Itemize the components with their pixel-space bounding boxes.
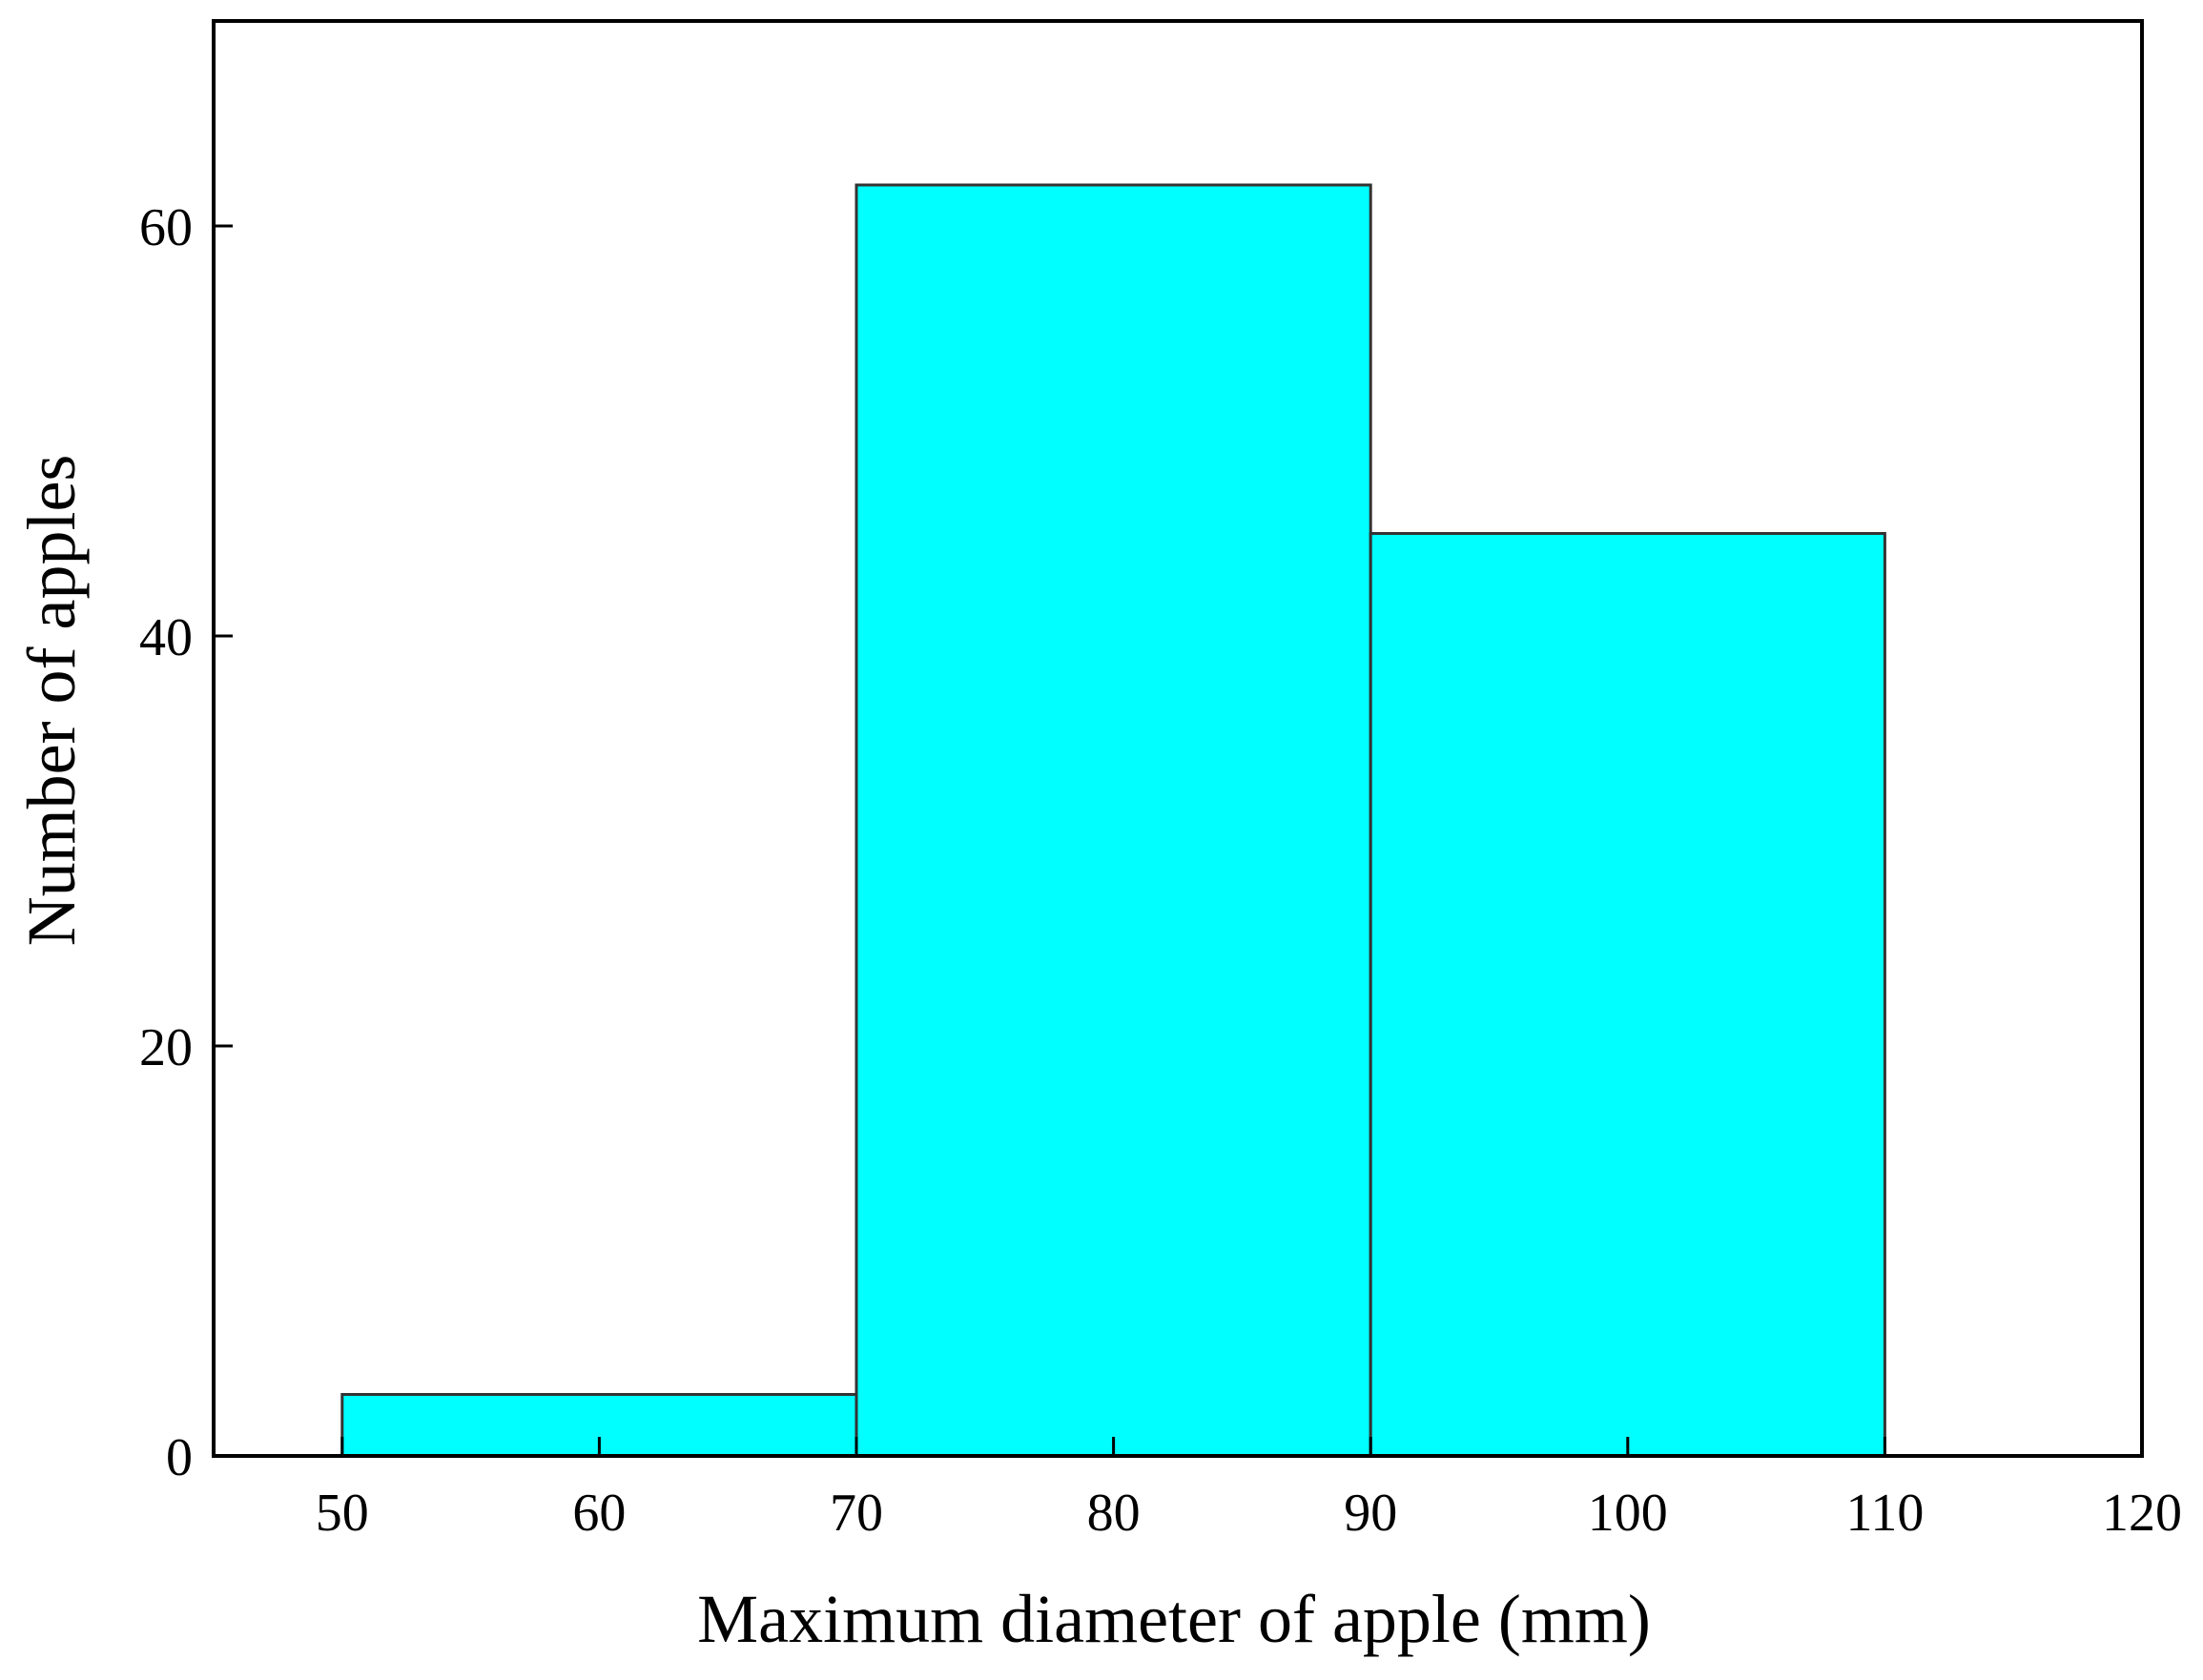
x-axis-label: Maximum diameter of apple (mm) <box>697 1581 1651 1657</box>
x-tick-label-60: 60 <box>572 1484 626 1543</box>
x-tick-label-70: 70 <box>830 1484 883 1543</box>
y-tick-label-60: 60 <box>139 198 193 257</box>
x-tick-label-120: 120 <box>2102 1484 2182 1543</box>
histogram-bar-90-110 <box>1369 532 1886 1458</box>
x-tick-label-90: 90 <box>1344 1484 1397 1543</box>
x-tick-label-110: 110 <box>1845 1484 1924 1543</box>
y-tick-label-40: 40 <box>139 608 193 667</box>
y-axis-label: Number of apples <box>13 455 90 947</box>
y-tick-label-0: 0 <box>166 1428 193 1487</box>
x-tick-label-50: 50 <box>316 1484 369 1543</box>
ticks-layer: 50 60 70 80 90 100 110 120 0 20 40 60 <box>139 198 2182 1543</box>
bars-layer <box>340 183 1886 1458</box>
plot-frame <box>212 19 2144 1458</box>
y-tick-label-20: 20 <box>139 1018 193 1077</box>
x-tick-label-100: 100 <box>1588 1484 1668 1543</box>
histogram-bar-70-90 <box>854 183 1372 1458</box>
x-tick-label-80: 80 <box>1087 1484 1141 1543</box>
